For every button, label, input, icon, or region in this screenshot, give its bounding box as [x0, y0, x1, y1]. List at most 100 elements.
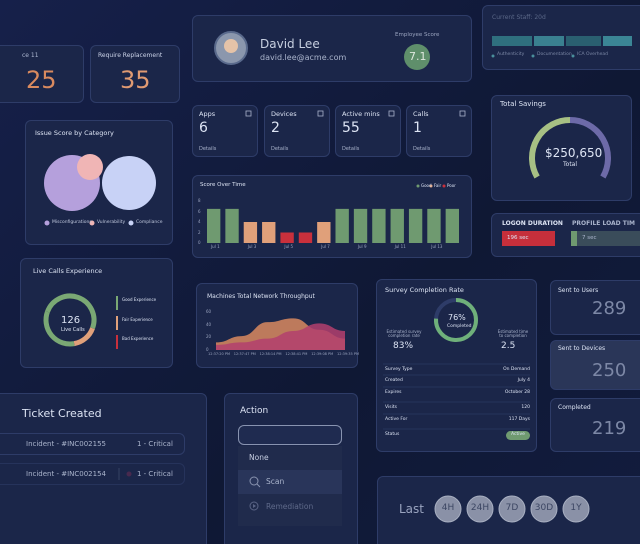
- y-tick-label: 60: [206, 309, 212, 314]
- legend-dot: [44, 220, 50, 226]
- score-badge: [404, 44, 430, 70]
- x-tick-label: 12:37:20 PM: [208, 352, 230, 356]
- legend-label: Fair Experience: [122, 317, 153, 322]
- stat-link[interactable]: Details: [413, 146, 431, 152]
- bubble: [102, 156, 156, 210]
- sent-label: Completed: [558, 404, 591, 411]
- legend-label: Good: [421, 183, 432, 188]
- x-tick-label: 12:38:14 PM: [259, 352, 282, 356]
- card-title: Survey Completion Rate: [385, 286, 464, 294]
- bar: [445, 208, 459, 243]
- legend-dot: [429, 184, 433, 188]
- sent-label: Sent to Users: [558, 287, 599, 294]
- profile-name: David Lee: [260, 37, 320, 51]
- donut-arc: [45, 293, 97, 330]
- bar: [353, 208, 368, 243]
- sent-label: Sent to Devices: [558, 345, 606, 352]
- status-badge: [506, 431, 530, 440]
- row-label: Survey Type: [385, 367, 413, 372]
- score-value: 7.1: [409, 50, 427, 63]
- x-tick-label: Jul 1: [211, 244, 220, 249]
- legend-label: Good Experience: [122, 297, 157, 302]
- sent-card: [550, 398, 640, 452]
- x-tick-label: Jul 7: [321, 244, 330, 249]
- bar: [335, 208, 349, 243]
- play-icon: [253, 504, 256, 508]
- legend-label: Misconfigurations: [52, 220, 92, 225]
- legend-label: Compliance: [136, 220, 163, 225]
- stat-card: [264, 105, 330, 157]
- sent-value: 289: [592, 298, 627, 319]
- row-label: Expires: [385, 390, 402, 395]
- bar: [280, 232, 294, 243]
- staff-bar: [492, 36, 532, 46]
- stat-card: [406, 105, 472, 157]
- survey-est: 83%: [393, 341, 414, 351]
- ticket-row: [0, 433, 185, 455]
- survey-rate-label: Completed: [447, 324, 472, 329]
- staff-title: Current Staff: 20d: [492, 14, 546, 21]
- card-title: Action: [240, 406, 269, 416]
- score-label: Employee Score: [395, 32, 440, 38]
- y-tick-label: 40: [206, 321, 212, 327]
- donut-arc: [73, 327, 95, 347]
- range-option[interactable]: 4H: [441, 503, 455, 513]
- legend-dot: [89, 220, 95, 226]
- stat-value: 6: [199, 120, 208, 136]
- survey-label: Estimated time to completion: [497, 329, 529, 338]
- range-option[interactable]: 7D: [505, 503, 519, 513]
- option[interactable]: Remediation: [266, 502, 314, 511]
- legend-label: Vulnerability: [97, 220, 126, 225]
- legend-label: ICA Overhead: [577, 52, 608, 57]
- option[interactable]: None: [249, 453, 269, 462]
- range-label: Last: [399, 502, 424, 516]
- stat-label: Apps: [199, 110, 216, 118]
- row-value: On Demand: [503, 367, 530, 372]
- bar: [262, 222, 276, 243]
- row-label: Visits: [385, 405, 397, 410]
- live-calls-label: Live Calls: [61, 327, 85, 333]
- ticket-row: [0, 463, 185, 485]
- y-tick-label: 0: [198, 240, 201, 245]
- survey-label: Estimated survey completion rate: [386, 329, 422, 338]
- stat-icon: [317, 110, 324, 117]
- option[interactable]: Scan: [266, 477, 285, 486]
- logon-value: 196 sec: [507, 235, 529, 241]
- range-option[interactable]: 30D: [534, 503, 554, 513]
- y-tick-label: 6: [198, 208, 201, 214]
- stat-link[interactable]: Details: [342, 146, 360, 152]
- stat-link[interactable]: Details: [271, 146, 289, 152]
- logon-bar: [502, 231, 555, 246]
- row-value: Active: [511, 432, 525, 437]
- gauge-arc: [569, 117, 611, 179]
- stat-card: [90, 45, 180, 103]
- range-option[interactable]: 24H: [470, 503, 490, 513]
- stat-label: Active mins: [342, 110, 380, 118]
- stat-value: 2: [271, 120, 280, 136]
- bar: [225, 208, 239, 243]
- legend-bar: [116, 316, 118, 330]
- bar: [390, 208, 404, 243]
- card-title: Live Calls Experience: [33, 267, 103, 275]
- card-title: Issue Score by Category: [35, 129, 114, 137]
- legend-dot: [416, 184, 420, 188]
- range-button: [434, 495, 462, 523]
- range-button: [562, 495, 590, 523]
- bar: [317, 222, 331, 243]
- row-value: 117 Days: [508, 417, 530, 422]
- stat-card: [0, 45, 84, 103]
- range-option[interactable]: 1Y: [570, 503, 582, 513]
- stat-icon: [459, 110, 466, 117]
- stat-value: 55: [342, 120, 360, 136]
- x-tick-label: Jul 3: [247, 244, 257, 249]
- ticket-priority: 1 - Critical: [137, 470, 173, 478]
- sent-card: [550, 340, 640, 390]
- stat-link[interactable]: Details: [199, 146, 217, 152]
- legend-dot: [571, 54, 575, 58]
- ticket-name: Incident - #INC002154: [26, 470, 106, 478]
- x-tick-label: 12:39:08 PM: [311, 352, 334, 356]
- ticket-priority: 1 - Critical: [137, 440, 173, 448]
- stat-card: [192, 105, 258, 157]
- x-tick-label: 12:39:35 PM: [337, 352, 359, 356]
